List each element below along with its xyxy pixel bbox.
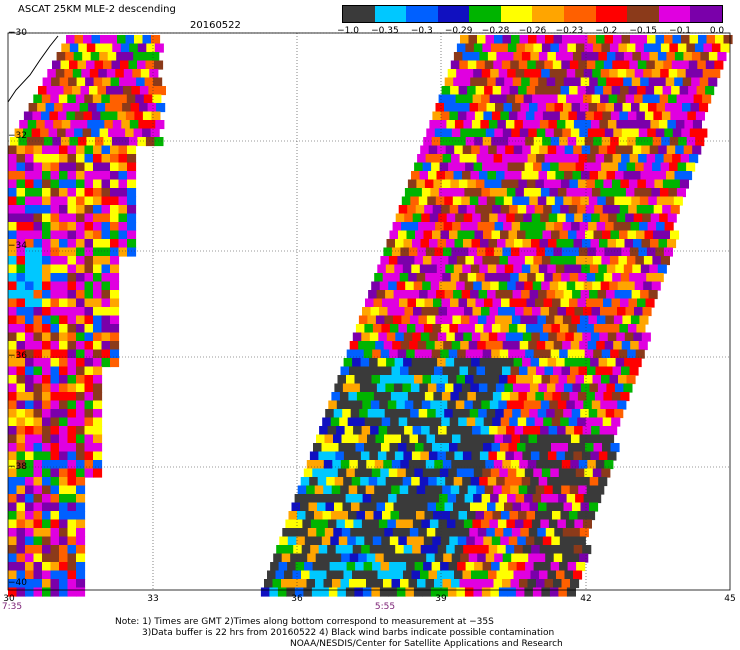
product-date: 20160522 (190, 20, 241, 31)
colorbar-label-3: −0.3 (410, 26, 433, 36)
note-line-1: Note: 1) Times are GMT 2)Times along bot… (115, 617, 494, 627)
xlabel-5: 42 (580, 594, 592, 604)
note-line-2: 3)Data buffer is 22 hrs from 20160522 4)… (142, 628, 555, 638)
colorbar-swatch-9 (595, 6, 628, 22)
colorbar-swatch-7 (532, 6, 565, 22)
xlabel-3: 36 (291, 594, 303, 604)
colorbar-label-6: −0.26 (518, 26, 547, 36)
note-line-3: NOAA/NESDIS/Center for Satellite Applica… (290, 639, 563, 649)
colorbar-label-10: −0.1 (669, 26, 692, 36)
time-left: 7:35 (1, 602, 23, 612)
colorbar-swatch-1 (343, 6, 375, 22)
ylabel-3: −34 (8, 241, 27, 251)
colorbar-label-1: −1.0 (337, 26, 359, 36)
ylabel-4: −36 (8, 351, 27, 361)
colorbar-swatch-2 (374, 6, 407, 22)
xlabel-4: 39 (435, 594, 447, 604)
time-center: 5:55 (374, 602, 396, 612)
map-frame (7, 32, 731, 591)
colorbar-label-8: −0.2 (595, 26, 618, 36)
colorbar-swatch-4 (437, 6, 470, 22)
colorbar-label-11: 0.0 (709, 26, 725, 36)
colorbar-swatch-3 (406, 6, 438, 22)
swath-cells (8, 35, 733, 597)
colorbar-swatch-10 (627, 6, 659, 22)
swath-map (7, 32, 733, 597)
colorbar-swatch-8 (564, 6, 596, 22)
colorbar-label-2: −0.35 (371, 26, 399, 36)
ylabel-6: −40 (8, 578, 27, 588)
product-title: ASCAT 25KM MLE-2 descending (18, 4, 176, 15)
colorbar-label-5: −0.28 (481, 26, 510, 36)
ylabel-5: −38 (8, 462, 27, 472)
colorbar (342, 5, 723, 23)
colorbar-swatch-6 (500, 6, 533, 22)
xlabel-6: 45 (724, 594, 736, 604)
colorbar-label-9: −0.15 (629, 26, 657, 36)
xlabel-1: 30 (3, 594, 15, 604)
coastline (7, 35, 59, 103)
xlabel-2: 33 (147, 594, 159, 604)
colorbar-label-4: −0.29 (444, 26, 473, 36)
colorbar-swatch-11 (658, 6, 691, 22)
colorbar-label-7: −0.23 (555, 26, 584, 36)
colorbar-swatch-12 (690, 6, 722, 22)
ylabel-2: −32 (8, 131, 27, 141)
colorbar-swatch-5 (469, 6, 501, 22)
ylabel-1: −30 (8, 28, 27, 38)
